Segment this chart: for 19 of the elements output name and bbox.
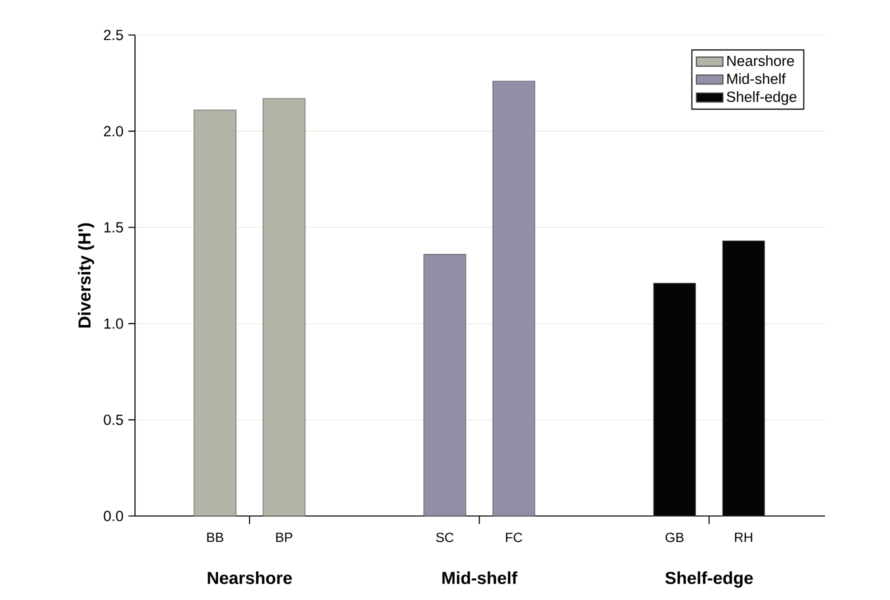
- legend-label: Nearshore: [727, 55, 794, 66]
- y-axis-title: Diversity (H'): [78, 223, 94, 328]
- x-tick-label: RH: [735, 532, 752, 542]
- x-tick-label: BB: [207, 532, 224, 542]
- text: Shelf-edge: [665, 571, 753, 588]
- text: Nearshore: [208, 571, 292, 584]
- x-tick-label: BP: [276, 532, 292, 542]
- legend-label: Mid-shelf: [727, 73, 786, 84]
- x-tick-label: GB: [666, 532, 684, 542]
- x-tick-label: FC: [506, 532, 522, 542]
- x-tick-label: SC: [436, 532, 454, 542]
- y-tick-label: 0.0: [104, 510, 124, 522]
- text: Mid-shelf: [442, 571, 518, 584]
- y-tick-label: 1.0: [104, 318, 124, 329]
- y-tick-label: 0.5: [104, 414, 123, 425]
- legend-label: Shelf-edge: [726, 91, 796, 105]
- y-tick-label: 2.0: [104, 126, 124, 136]
- y-tick-label: 1.5: [104, 222, 123, 233]
- y-tick-label: 2.5: [104, 30, 123, 40]
